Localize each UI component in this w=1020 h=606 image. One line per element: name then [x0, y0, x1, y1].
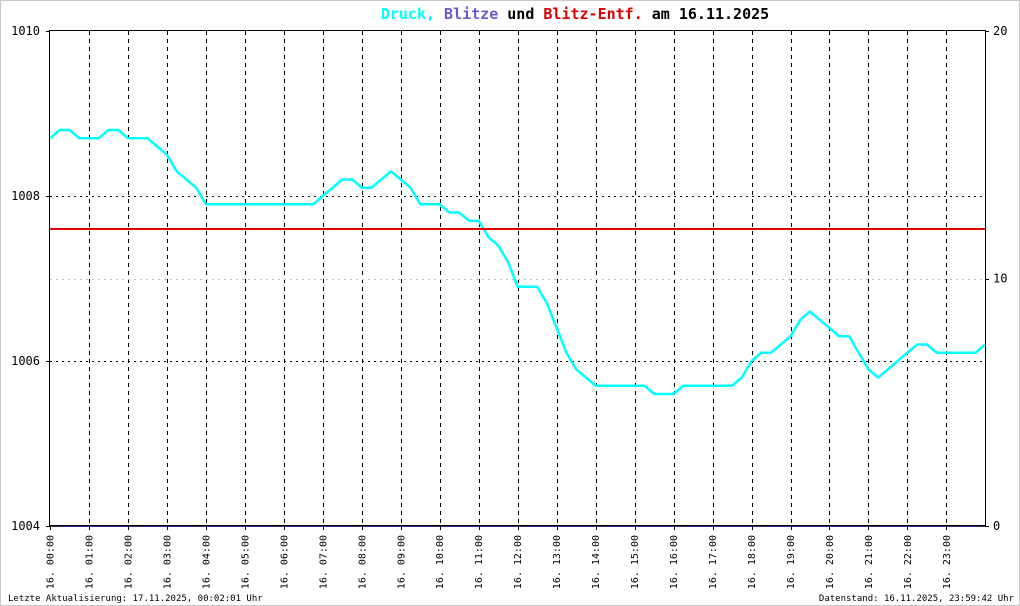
x-tick-label: 16. 10:00	[435, 535, 446, 589]
x-tick-label: 16. 05:00	[240, 535, 251, 589]
x-tick-label: 16. 07:00	[318, 535, 329, 589]
x-tick-label: 16. 06:00	[279, 535, 290, 589]
title-part-blitz-entf: Blitz-Entf.	[543, 5, 642, 23]
x-tick-label: 16. 12:00	[513, 535, 524, 589]
title-part-date: am 16.11.2025	[643, 5, 769, 23]
title-part-blitze: Blitze	[435, 5, 498, 23]
y-right-tick-label: 10	[993, 272, 1007, 286]
y-right-tick-label: 20	[993, 24, 1007, 38]
x-tick-label: 16. 14:00	[591, 535, 602, 589]
y-left-tick-label: 1010	[11, 24, 40, 38]
y-left-tick-label: 1004	[11, 519, 40, 533]
y-left-tick-label: 1006	[11, 354, 40, 368]
x-tick-label: 16. 23:00	[942, 535, 953, 589]
series-druck	[49, 128, 986, 396]
x-tick-label: 16. 16:00	[669, 535, 680, 589]
x-tick-label: 16. 04:00	[201, 535, 212, 589]
x-tick-label: 16. 13:00	[552, 535, 563, 589]
x-tick-label: 16. 20:00	[825, 535, 836, 589]
x-tick-label: 16. 18:00	[747, 535, 758, 589]
x-tick-label: 16. 22:00	[903, 535, 914, 589]
y-right-tick-label: 0	[993, 519, 1000, 533]
x-tick-label: 16. 03:00	[162, 535, 173, 589]
y-left-tick-label: 1008	[11, 189, 40, 203]
x-tick-label: 16. 17:00	[708, 535, 719, 589]
x-tick-label: 16. 01:00	[84, 535, 95, 589]
x-axis: 16. 00:00 16. 01:00 16. 02:00 16. 03:00 16. …	[46, 526, 953, 589]
footer-data-state: Datenstand: 16.11.2025, 23:59:42 Uhr	[819, 594, 1015, 604]
x-tick-label: 16. 19:00	[786, 535, 797, 589]
y-left-axis: 1004 1006 1008 1010	[11, 24, 50, 533]
x-tick-label: 16. 15:00	[630, 535, 641, 589]
y-right-axis: 0 10 20	[985, 24, 1007, 533]
chart-title: Druck, Blitze und Blitz-Entf. am 16.11.2…	[381, 5, 769, 23]
grid-lines	[50, 31, 985, 526]
x-tick-label: 16. 21:00	[864, 535, 875, 589]
x-tick-label: 16. 08:00	[357, 535, 368, 589]
footer-last-update: Letzte Aktualisierung: 17.11.2025, 00:02…	[8, 594, 263, 604]
title-part-druck: Druck,	[381, 5, 435, 23]
x-tick-label: 16. 09:00	[396, 535, 407, 589]
plot-area-border	[49, 30, 986, 526]
x-tick-label: 16. 00:00	[46, 535, 57, 589]
title-part-und: und	[498, 5, 543, 23]
x-tick-label: 16. 02:00	[123, 535, 134, 589]
x-tick-label: 16. 11:00	[474, 535, 485, 589]
